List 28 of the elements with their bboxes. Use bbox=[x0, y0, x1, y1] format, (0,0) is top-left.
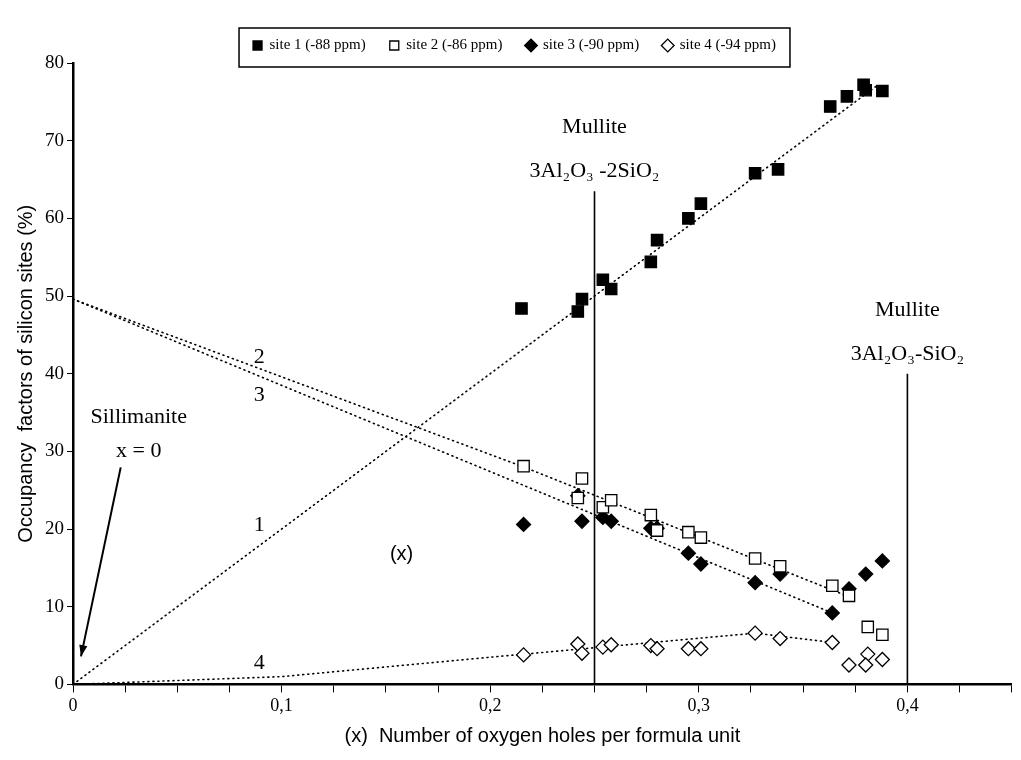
y-axis-title: Occupancy factors of silicon sites (%) bbox=[13, 204, 36, 543]
legend-label: site 2 (-86 ppm) bbox=[406, 36, 503, 54]
x-tick-label: 0,3 bbox=[687, 694, 711, 715]
y-tick-label: 50 bbox=[45, 284, 64, 306]
y-tick-label: 0 bbox=[54, 672, 64, 694]
y-tick-label: 30 bbox=[45, 439, 64, 461]
legend-label: site 1 (-88 ppm) bbox=[269, 36, 366, 54]
y-tick-label: 80 bbox=[45, 50, 64, 72]
series-label: 1 bbox=[253, 511, 265, 537]
x-tick-label: 0,2 bbox=[478, 694, 502, 715]
annotation: (x) bbox=[389, 542, 414, 565]
legend-label: site 4 (-94 ppm) bbox=[679, 36, 776, 54]
y-tick-label: 20 bbox=[45, 517, 64, 539]
x-axis-title: (x) Number of oxygen holes per formula unit bbox=[344, 723, 741, 746]
series-label: 3 bbox=[253, 381, 265, 407]
x-tick-label: 0,4 bbox=[896, 694, 919, 715]
y-tick-label: 40 bbox=[45, 361, 64, 383]
y-tick-label: 70 bbox=[45, 128, 64, 150]
legend-label: site 3 (-90 ppm) bbox=[543, 36, 640, 54]
x-tick-label: 0 bbox=[68, 694, 78, 715]
annotation: Mullite 3Al₂O₃ -2SiO₂ bbox=[529, 113, 660, 183]
series-label: 2 bbox=[253, 343, 265, 369]
y-tick-label: 10 bbox=[45, 594, 64, 616]
series-label: 4 bbox=[253, 648, 265, 674]
annotation: Sillimanite x = 0 bbox=[90, 403, 187, 463]
annotation: Mullite 3Al₂O₃-SiO₂ bbox=[850, 295, 965, 365]
y-tick-label: 60 bbox=[45, 206, 64, 228]
x-tick-label: 0,1 bbox=[270, 694, 293, 715]
